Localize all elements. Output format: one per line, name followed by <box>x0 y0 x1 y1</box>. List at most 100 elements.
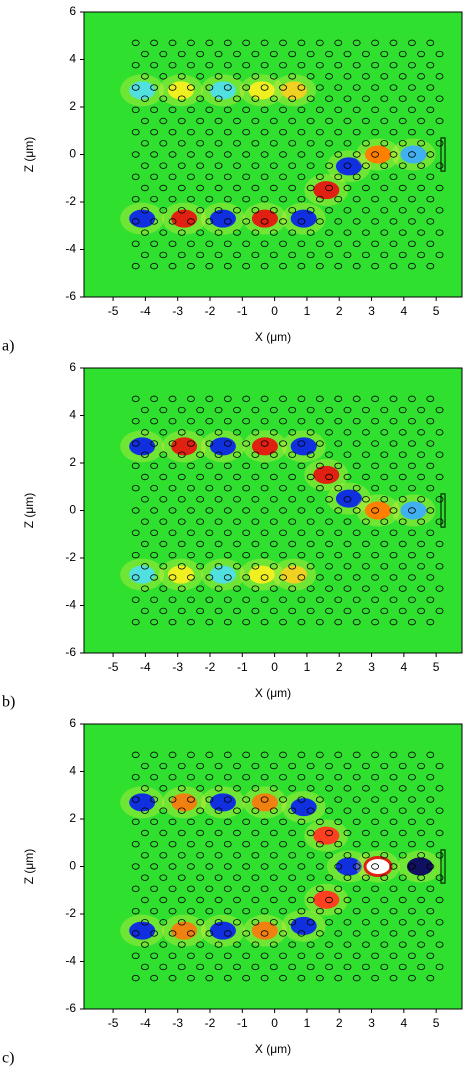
hole <box>380 874 389 881</box>
hole <box>334 596 343 603</box>
y-tick-label: -2 <box>65 906 76 920</box>
y-axis-label: Z (μm) <box>22 493 36 529</box>
hole <box>380 50 389 58</box>
hole <box>260 952 269 959</box>
hole <box>315 240 324 247</box>
hole <box>398 496 407 503</box>
hole <box>297 240 306 247</box>
hole <box>251 829 260 837</box>
hole <box>205 262 214 270</box>
hole <box>417 874 426 881</box>
hole <box>150 796 159 803</box>
hole <box>131 417 140 425</box>
hole <box>187 863 195 870</box>
hole <box>279 84 287 91</box>
hole <box>251 852 260 859</box>
hole <box>334 151 343 158</box>
y-tick-label: -6 <box>65 1001 76 1015</box>
hole <box>417 229 426 236</box>
hole <box>361 473 370 481</box>
hole <box>242 529 251 537</box>
hole <box>435 585 444 592</box>
hole <box>177 207 186 214</box>
hole <box>150 395 159 403</box>
hole <box>325 963 333 971</box>
hole <box>140 95 149 102</box>
hole <box>168 151 177 158</box>
hole <box>417 919 426 926</box>
hole <box>168 218 177 225</box>
hole <box>426 462 435 470</box>
hole <box>131 106 140 114</box>
hole <box>269 473 278 481</box>
hole <box>131 218 140 225</box>
hole <box>343 518 352 525</box>
hole <box>408 618 416 626</box>
hole <box>140 807 149 814</box>
hole <box>140 540 149 548</box>
hole <box>325 451 333 458</box>
hole <box>168 551 177 559</box>
hole <box>279 751 287 759</box>
hole <box>251 50 260 58</box>
hole <box>389 484 398 492</box>
hole <box>214 140 223 147</box>
plot-background <box>84 368 462 653</box>
hole <box>315 39 324 47</box>
hole <box>408 240 416 247</box>
hole <box>306 785 315 792</box>
hole <box>196 540 205 548</box>
hole <box>380 852 389 859</box>
hole <box>334 751 343 759</box>
x-tick-label: -3 <box>172 304 183 318</box>
hole <box>315 440 324 447</box>
hole <box>325 162 333 169</box>
hole <box>214 207 223 214</box>
hole <box>150 818 159 826</box>
hole <box>334 39 343 47</box>
hole <box>269 874 278 881</box>
hole <box>279 952 287 959</box>
x-tick-label: 1 <box>304 1016 311 1030</box>
hole <box>269 496 278 503</box>
hole <box>343 117 352 125</box>
field-blob <box>365 145 391 164</box>
hole <box>168 574 177 581</box>
hole <box>380 941 389 948</box>
hole <box>417 140 426 147</box>
y-tick-label: 2 <box>69 455 76 469</box>
hole <box>408 218 416 225</box>
hole <box>223 128 232 136</box>
hole <box>205 818 214 826</box>
hole <box>297 796 306 803</box>
x-tick-label: -1 <box>237 1016 248 1030</box>
hole <box>223 84 232 91</box>
hole <box>131 751 140 759</box>
x-tick-label: 1 <box>304 660 311 674</box>
hole <box>223 818 232 826</box>
hole <box>389 173 398 181</box>
hole <box>389 84 398 91</box>
hole <box>150 974 159 982</box>
hole <box>361 73 370 80</box>
hole <box>371 128 379 136</box>
hole <box>306 95 315 102</box>
hole <box>361 162 370 169</box>
hole <box>205 84 214 91</box>
hole <box>279 618 287 626</box>
hole <box>260 106 269 114</box>
hole <box>269 73 278 80</box>
hole <box>334 507 343 514</box>
hole <box>223 195 232 203</box>
hole <box>214 162 223 169</box>
hole <box>131 395 140 403</box>
hole <box>426 930 435 937</box>
hole <box>361 896 370 904</box>
hole <box>140 852 149 859</box>
hole <box>389 773 398 781</box>
hole <box>168 173 177 181</box>
hole <box>325 785 333 792</box>
hole <box>196 585 205 592</box>
hole <box>417 540 426 548</box>
hole <box>334 61 343 69</box>
